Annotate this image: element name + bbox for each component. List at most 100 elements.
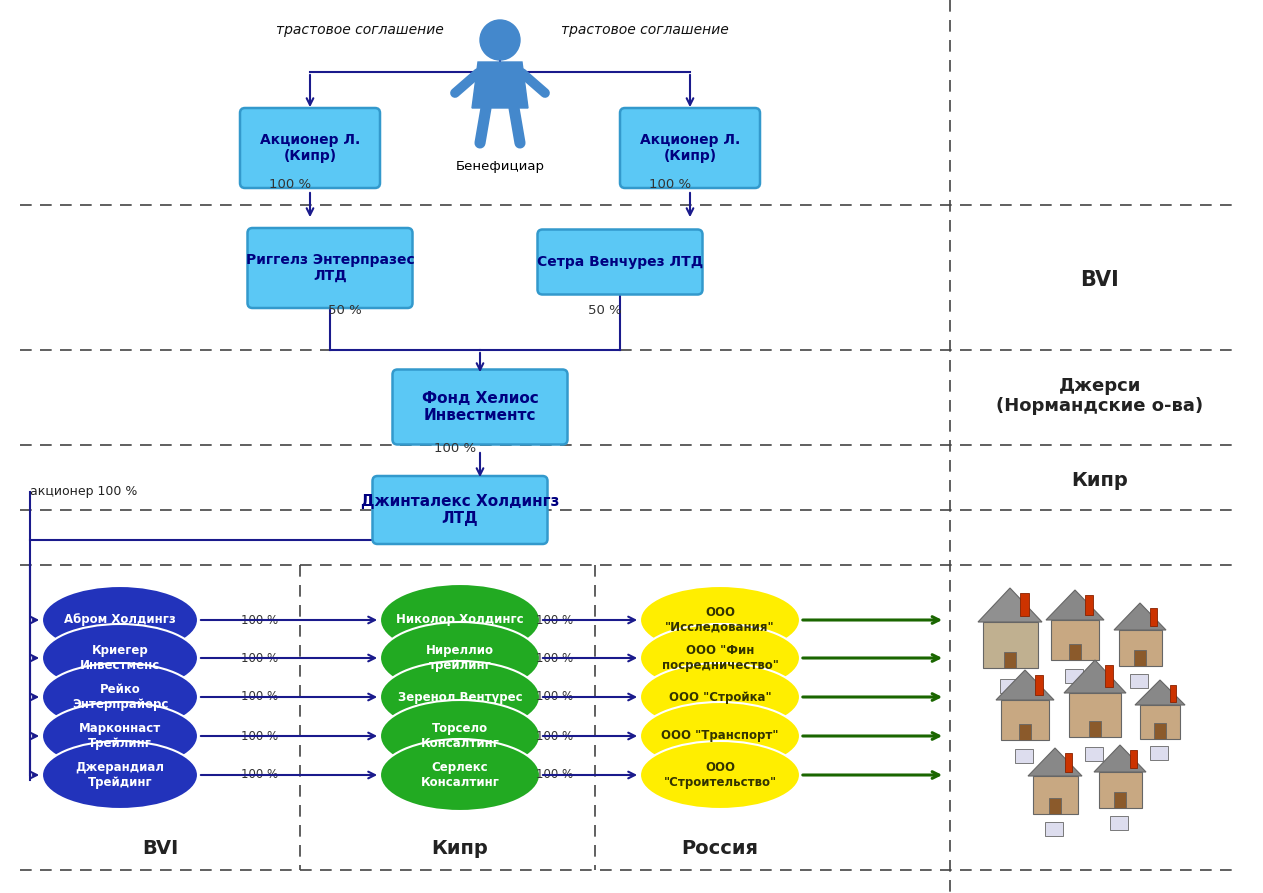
- Text: BVI: BVI: [1081, 270, 1119, 290]
- Text: 100 %: 100 %: [241, 690, 279, 704]
- FancyBboxPatch shape: [1002, 700, 1050, 740]
- Text: трастовое соглашение: трастовое соглашение: [561, 23, 729, 37]
- Text: Нирeллио
трейлинг: Нирeллио трейлинг: [426, 644, 494, 672]
- Text: Торсело
Консалтинг: Торсело Консалтинг: [421, 722, 499, 750]
- Ellipse shape: [380, 700, 541, 772]
- FancyBboxPatch shape: [1110, 816, 1128, 830]
- FancyBboxPatch shape: [1033, 776, 1079, 814]
- Text: Николор Холдингс: Николор Холдингс: [397, 613, 524, 627]
- Text: 100 %: 100 %: [649, 179, 691, 191]
- FancyBboxPatch shape: [1068, 644, 1081, 660]
- FancyBboxPatch shape: [1154, 723, 1166, 739]
- Ellipse shape: [640, 624, 799, 692]
- FancyBboxPatch shape: [1004, 652, 1015, 668]
- Circle shape: [480, 20, 520, 60]
- Text: Рейко
Энтерпрайерс: Рейко Энтерпрайерс: [72, 683, 168, 711]
- Text: ООО
"Исследования": ООО "Исследования": [666, 606, 774, 634]
- FancyBboxPatch shape: [1119, 630, 1162, 666]
- Polygon shape: [1028, 748, 1082, 776]
- Text: 100 %: 100 %: [434, 441, 476, 455]
- Text: 100 %: 100 %: [537, 652, 573, 664]
- FancyBboxPatch shape: [248, 228, 413, 308]
- Text: 100 %: 100 %: [241, 769, 279, 781]
- FancyBboxPatch shape: [1151, 608, 1157, 626]
- Text: Акционер Л.
(Кипр): Акционер Л. (Кипр): [260, 133, 360, 163]
- Text: Россия: Россия: [682, 839, 759, 857]
- Text: Серлекс
Консалтинг: Серлекс Консалтинг: [421, 761, 499, 789]
- Ellipse shape: [380, 622, 541, 694]
- Text: 100 %: 100 %: [537, 690, 573, 704]
- FancyBboxPatch shape: [1099, 772, 1142, 808]
- Text: Джерандиал
Трейдинг: Джерандиал Трейдинг: [76, 761, 164, 789]
- Text: Сетра Венчурез ЛТД: Сетра Венчурез ЛТД: [537, 255, 703, 269]
- FancyBboxPatch shape: [1134, 650, 1146, 666]
- Ellipse shape: [640, 702, 799, 770]
- Text: Кипр: Кипр: [1071, 471, 1128, 489]
- FancyBboxPatch shape: [1085, 595, 1092, 615]
- Ellipse shape: [42, 741, 198, 809]
- Text: Джинталекс Холдингз
ЛТД: Джинталекс Холдингз ЛТД: [361, 494, 560, 526]
- FancyBboxPatch shape: [373, 476, 547, 544]
- FancyBboxPatch shape: [1140, 705, 1180, 739]
- FancyBboxPatch shape: [1051, 620, 1099, 660]
- Polygon shape: [1094, 745, 1146, 772]
- Text: BVI: BVI: [141, 839, 178, 857]
- FancyBboxPatch shape: [1021, 593, 1029, 616]
- Text: ООО "Стройка": ООО "Стройка": [668, 690, 772, 704]
- FancyBboxPatch shape: [1065, 753, 1072, 772]
- Text: трастовое соглашение: трастовое соглашение: [277, 23, 443, 37]
- FancyBboxPatch shape: [240, 108, 380, 188]
- Text: 100 %: 100 %: [241, 730, 279, 742]
- FancyBboxPatch shape: [538, 230, 702, 295]
- FancyBboxPatch shape: [1050, 798, 1061, 814]
- Ellipse shape: [640, 586, 799, 654]
- FancyBboxPatch shape: [1105, 665, 1113, 687]
- Text: 100 %: 100 %: [241, 613, 279, 627]
- Text: 100 %: 100 %: [241, 652, 279, 664]
- Text: 100 %: 100 %: [537, 769, 573, 781]
- Polygon shape: [1135, 680, 1185, 705]
- FancyBboxPatch shape: [1065, 669, 1082, 683]
- FancyBboxPatch shape: [1170, 685, 1176, 702]
- Text: Риггелз Энтерпразес
ЛТД: Риггелз Энтерпразес ЛТД: [245, 253, 414, 283]
- Polygon shape: [1114, 603, 1166, 630]
- Polygon shape: [978, 588, 1042, 622]
- FancyBboxPatch shape: [1015, 749, 1033, 763]
- Text: ООО
"Строительство": ООО "Строительство": [663, 761, 777, 789]
- FancyBboxPatch shape: [393, 370, 567, 445]
- Text: Акционер Л.
(Кипр): Акционер Л. (Кипр): [640, 133, 740, 163]
- Ellipse shape: [42, 586, 198, 654]
- Text: 100 %: 100 %: [537, 613, 573, 627]
- Text: Криегер
Инвестменс: Криегер Инвестменс: [80, 644, 160, 672]
- FancyBboxPatch shape: [983, 622, 1038, 668]
- Text: ООО "Фин
посредничество": ООО "Фин посредничество": [662, 644, 778, 672]
- Ellipse shape: [380, 661, 541, 733]
- Text: Фонд Хелиос
Инвестментс: Фонд Хелиос Инвестментс: [422, 391, 538, 423]
- FancyBboxPatch shape: [1151, 746, 1168, 760]
- Ellipse shape: [380, 739, 541, 811]
- Ellipse shape: [640, 741, 799, 809]
- Text: 100 %: 100 %: [269, 179, 311, 191]
- Text: Зеренол Вентурес: Зеренол Вентурес: [398, 690, 523, 704]
- FancyBboxPatch shape: [1068, 693, 1122, 737]
- FancyBboxPatch shape: [1114, 792, 1127, 808]
- Text: Джерси
(Нормандские о-ва): Джерси (Нормандские о-ва): [997, 377, 1204, 415]
- FancyBboxPatch shape: [1130, 750, 1137, 768]
- Text: Абром Холдингз: Абром Холдингз: [64, 613, 176, 627]
- Text: Марконнаст
Трейлинг: Марконнаст Трейлинг: [78, 722, 162, 750]
- Text: Бенефициар: Бенефициар: [456, 160, 544, 173]
- FancyBboxPatch shape: [1130, 674, 1148, 688]
- Polygon shape: [997, 670, 1055, 700]
- Text: акционер 100 %: акционер 100 %: [30, 486, 138, 498]
- Ellipse shape: [640, 663, 799, 731]
- Text: 100 %: 100 %: [537, 730, 573, 742]
- FancyBboxPatch shape: [1019, 724, 1031, 740]
- Polygon shape: [1063, 660, 1127, 693]
- Text: Кипр: Кипр: [432, 839, 489, 857]
- FancyBboxPatch shape: [1085, 747, 1103, 761]
- Polygon shape: [472, 62, 528, 108]
- FancyBboxPatch shape: [1000, 679, 1018, 693]
- Text: 50 %: 50 %: [328, 304, 362, 316]
- FancyBboxPatch shape: [1034, 675, 1043, 695]
- FancyBboxPatch shape: [620, 108, 760, 188]
